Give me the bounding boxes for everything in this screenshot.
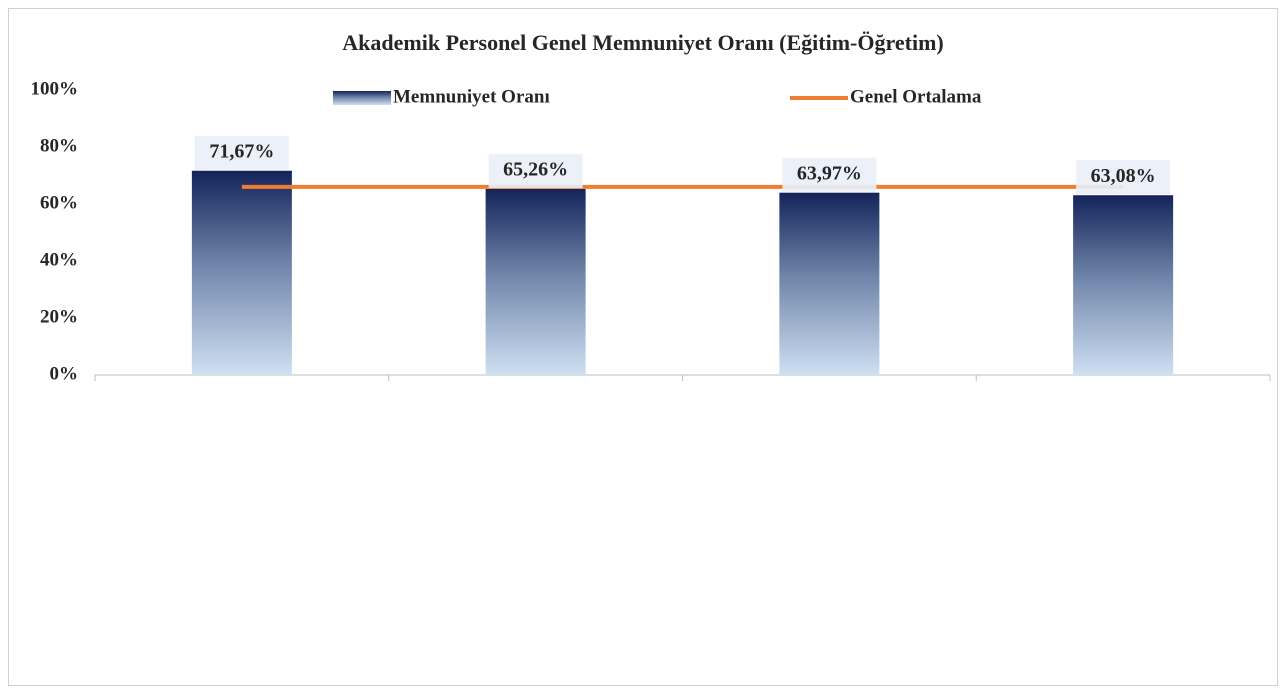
y-tick-label: 60% bbox=[40, 192, 78, 213]
chart-title: Akademik Personel Genel Memnuniyet Oranı… bbox=[342, 30, 943, 55]
data-label-box bbox=[194, 135, 289, 170]
data-label-box bbox=[488, 154, 583, 189]
y-tick-label: 20% bbox=[40, 306, 78, 327]
data-label-box bbox=[782, 157, 877, 192]
data-label: 63,08% bbox=[1091, 165, 1156, 187]
y-tick-label: 80% bbox=[40, 135, 78, 156]
data-label: 65,26% bbox=[503, 159, 568, 181]
y-tick-label: 40% bbox=[40, 249, 78, 270]
data-label-box bbox=[1076, 160, 1171, 195]
bar bbox=[191, 170, 292, 375]
data-label: 63,97% bbox=[797, 162, 862, 184]
bar bbox=[779, 192, 880, 375]
bar bbox=[485, 189, 586, 375]
y-tick-label: 100% bbox=[31, 78, 79, 99]
legend-swatch bbox=[333, 91, 391, 105]
legend-label: Genel Ortalama bbox=[850, 86, 982, 107]
bar bbox=[1073, 195, 1174, 375]
legend-label: Memnuniyet Oranı bbox=[393, 86, 550, 107]
data-label: 71,67% bbox=[209, 140, 274, 162]
y-tick-label: 0% bbox=[50, 363, 79, 384]
